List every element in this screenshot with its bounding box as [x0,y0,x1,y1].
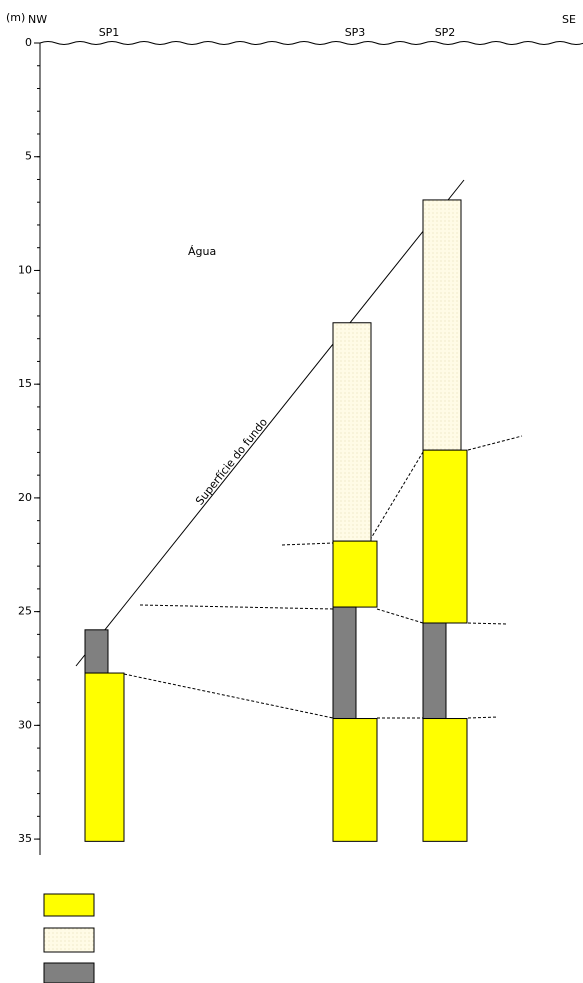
depth-tick-label: 20 [18,491,32,504]
direction-nw: NW [28,13,47,26]
depth-tick-label: 5 [25,150,32,163]
seabed-line [76,180,464,666]
depth-tick-label: 0 [25,36,32,49]
core-label: SP3 [345,26,366,39]
depth-tick-label: 25 [18,605,32,618]
core-layer [423,623,446,719]
depth-tick-label: 30 [18,718,32,731]
cross-section: (m) NW SE Água Superfície do fundo 0 5 10 1… [0,0,583,983]
water-label: Água [188,245,216,258]
core-layer [333,607,356,718]
depth-tick-label: 10 [18,263,32,276]
core-layer [333,541,377,607]
unit-label: (m) [6,11,25,24]
core-layer [85,673,124,841]
direction-se: SE [562,13,576,26]
core-layer [423,719,467,842]
core-layer [333,323,371,541]
water-surface [40,42,583,45]
core-label: SP1 [99,26,120,39]
core-label: SP2 [435,26,456,39]
core-layer [333,719,377,842]
depth-tick-label: 15 [18,377,32,390]
core-layer [423,200,461,450]
core-layer [85,630,108,673]
seabed-label: Superfície do fundo [193,416,270,508]
core-layer [423,450,467,623]
depth-tick-label: 35 [18,832,32,845]
legend [44,894,94,983]
